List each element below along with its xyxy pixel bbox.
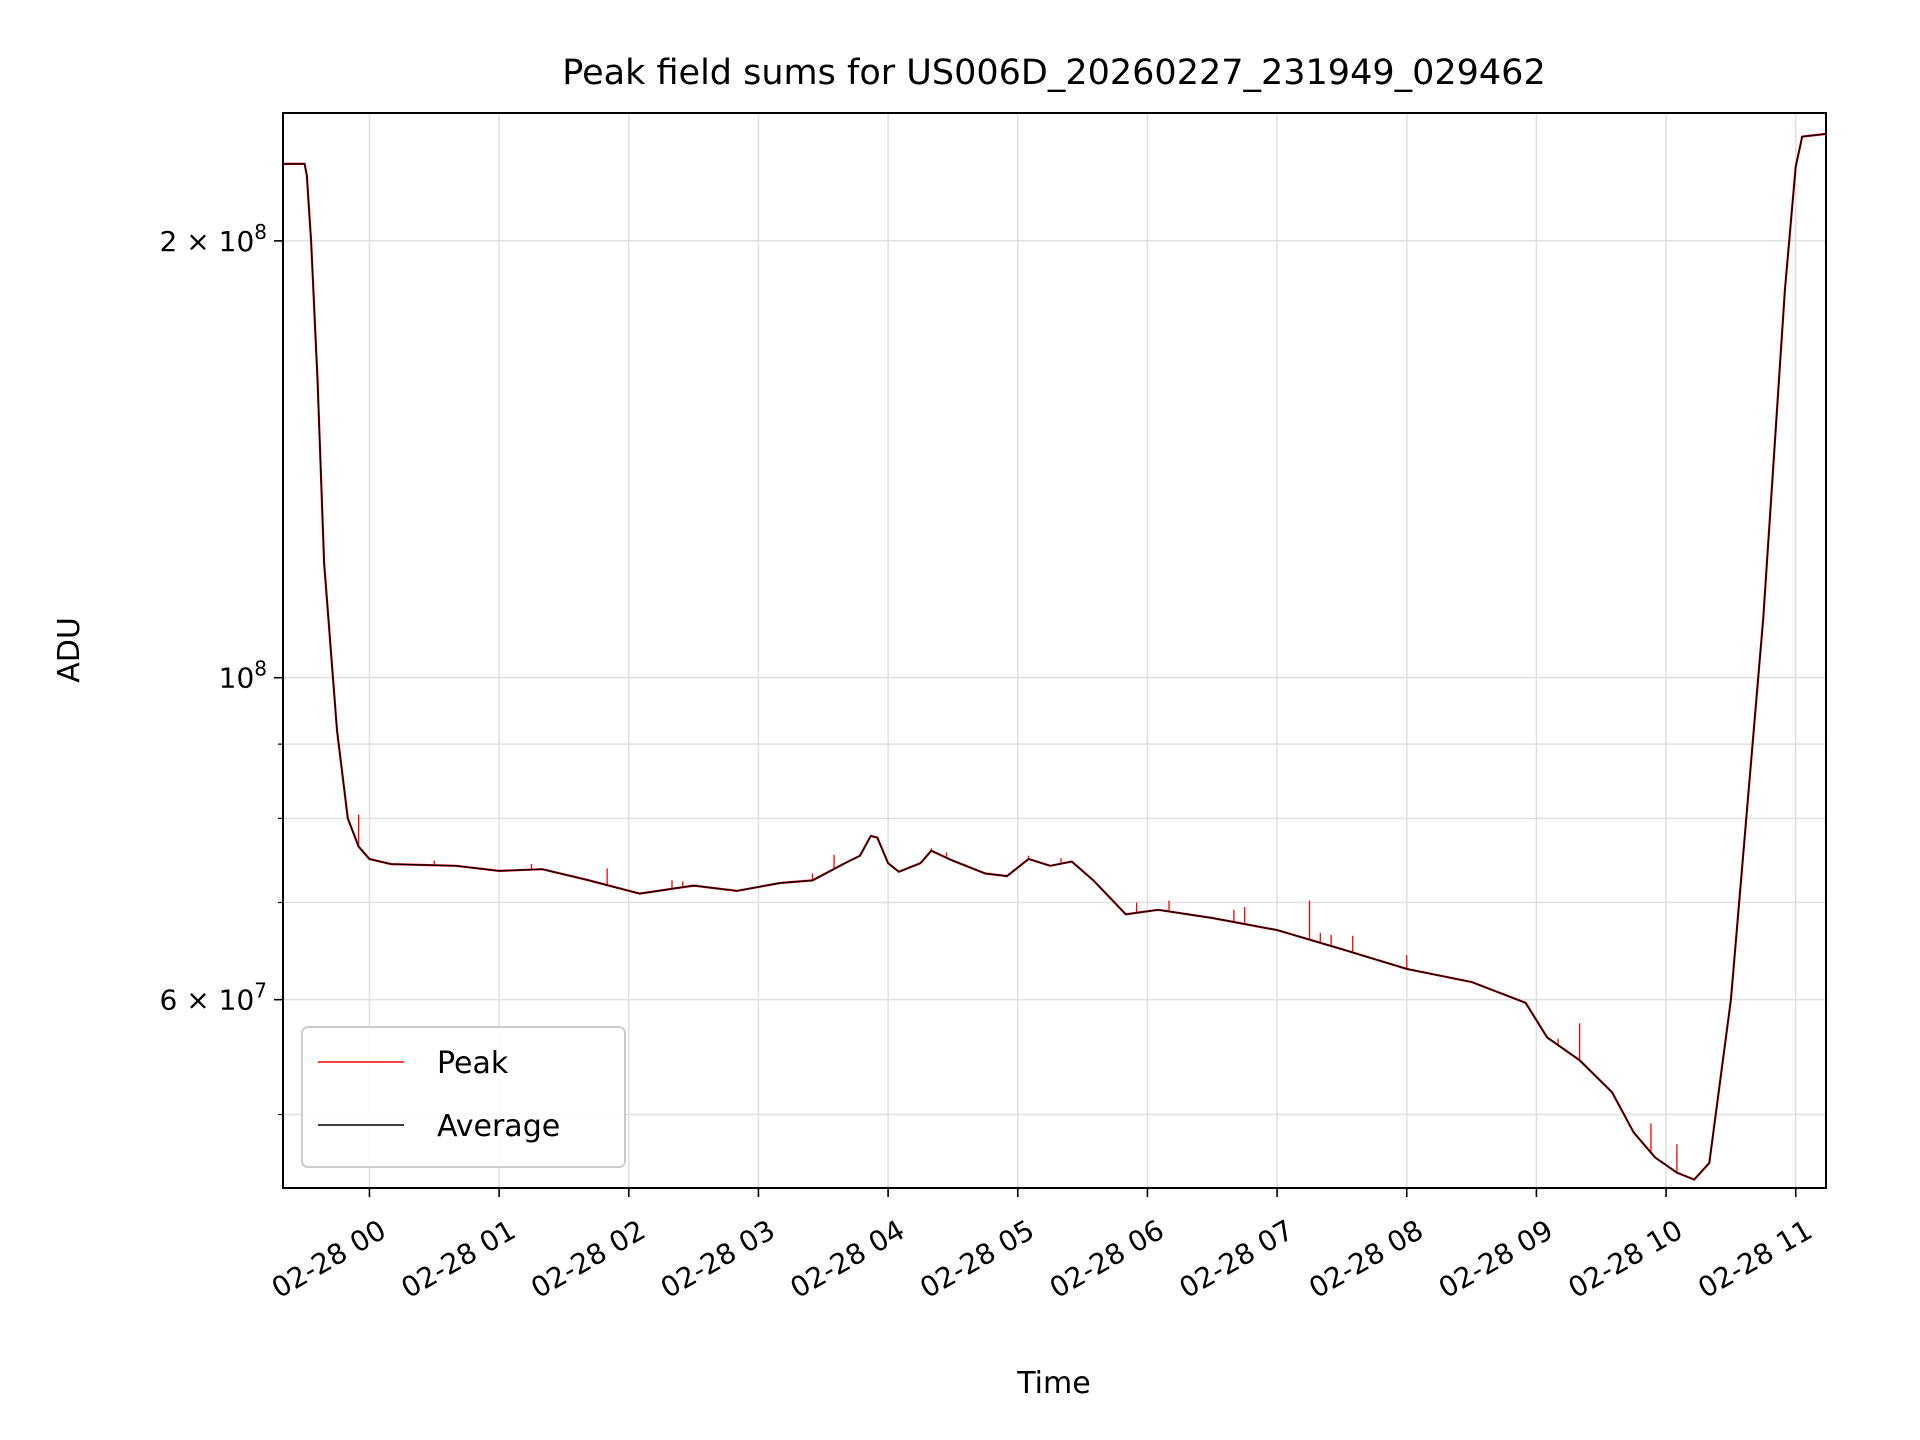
x-axis: 02-28 00 02-28 01 02-28 02 02-28 03 02-28 04… — [266, 1188, 1818, 1305]
legend: Peak Average — [301, 1026, 626, 1168]
x-tick-label: 02-28 09 — [1433, 1213, 1559, 1305]
x-tick-label: 02-28 01 — [396, 1213, 522, 1305]
chart-title: Peak field sums for US006D_20260227_2319… — [562, 53, 1545, 93]
y-tick-label: 108 — [219, 657, 267, 695]
y-tick-label: 6 × 107 — [160, 979, 267, 1017]
legend-label-average: Average — [437, 1109, 560, 1144]
x-axis-label: Time — [1016, 1366, 1090, 1401]
legend-label-peak: Peak — [437, 1046, 509, 1081]
y-tick-label: 2 × 108 — [160, 220, 267, 258]
series-line-average — [283, 133, 1827, 1181]
x-tick-label: 02-28 06 — [1044, 1213, 1170, 1305]
y-axis-label: ADU — [52, 617, 87, 683]
plot-frame — [282, 112, 1827, 1189]
plot-area — [283, 132, 1827, 1181]
x-tick-label: 02-28 04 — [785, 1213, 911, 1305]
y-axis: 6 × 107 108 2 × 108 — [160, 220, 283, 1116]
x-tick-label: 02-28 08 — [1303, 1213, 1429, 1305]
x-tick-label: 02-28 11 — [1692, 1213, 1818, 1305]
x-tick-label: 02-28 07 — [1174, 1213, 1300, 1305]
x-tick-label: 02-28 05 — [914, 1213, 1040, 1305]
series-line-peak — [283, 132, 1827, 1181]
x-tick-label: 02-28 03 — [655, 1213, 781, 1305]
x-tick-label: 02-28 00 — [266, 1213, 392, 1305]
x-tick-label: 02-28 10 — [1563, 1213, 1689, 1305]
grid — [283, 113, 1826, 1188]
x-tick-label: 02-28 02 — [525, 1213, 651, 1305]
